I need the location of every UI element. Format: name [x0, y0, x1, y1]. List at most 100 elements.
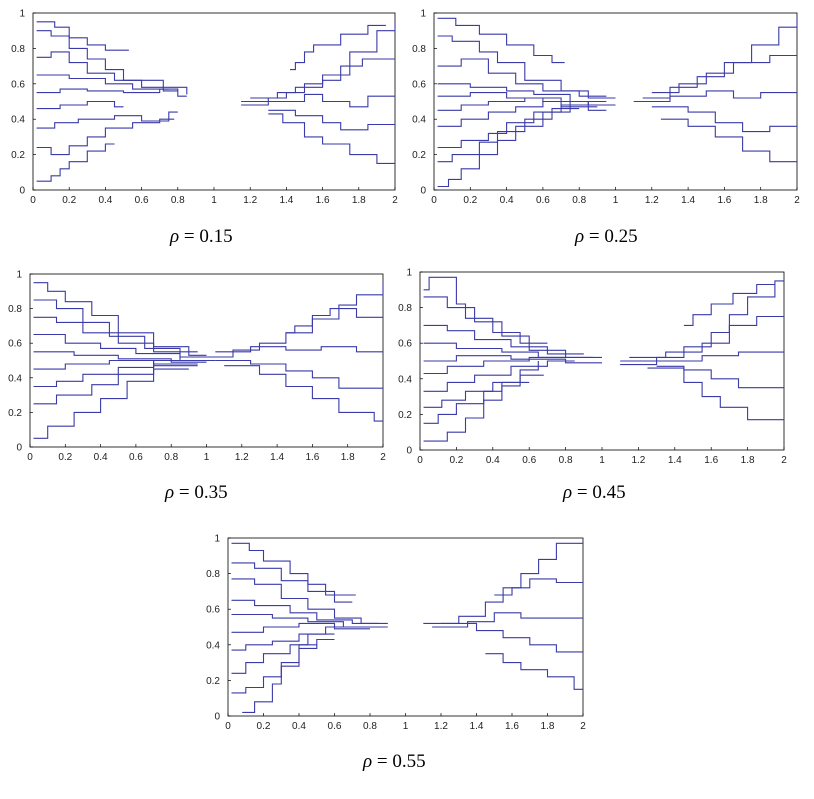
series-line: [423, 542, 583, 624]
x-tick-label: 0.4: [292, 721, 306, 732]
series-line: [231, 599, 379, 624]
chart-panel-rho-025: 0 0.2 0.4 0.6 0.8 1 1.2 1.4 1.6 1.8 2 0 0.2 0.4 0.6 0.8…: [407, 0, 814, 260]
series-line: [36, 100, 124, 110]
y-tick-label: 0.2: [8, 408, 22, 419]
y-tick-label: 0.6: [8, 339, 22, 350]
series-line: [494, 578, 583, 596]
series-line: [437, 97, 598, 111]
y-tick-label: 0.2: [206, 676, 220, 687]
series-line: [423, 324, 584, 355]
x-tick-label: 1.2: [243, 195, 257, 206]
x-tick-label: 1.6: [316, 195, 330, 206]
chart-svg: 0 0.2 0.4 0.6 0.8 1 1.2 1.4 1.6 1.8 2 0 0.2 0.4 0.6 0.8…: [8, 270, 386, 464]
y-tick-label: 0.6: [206, 605, 220, 616]
series-line: [660, 118, 797, 163]
x-tick-label: 1.8: [541, 721, 555, 732]
panel-caption: ρ = 0.35: [165, 482, 228, 504]
chart-panel-rho-035: 0 0.2 0.4 0.6 0.8 1 1.2 1.4 1.6 1.8 2 0 0.2 0.4 0.6 0.8…: [0, 262, 407, 524]
caption-symbol: ρ: [170, 226, 180, 247]
series-line: [33, 316, 198, 353]
series-line: [231, 626, 362, 651]
y-tick-label: 0.6: [398, 339, 412, 350]
y-tick-label: 0: [16, 443, 22, 454]
x-tick-label: 0.2: [463, 195, 477, 206]
y-tick-label: 1: [420, 9, 426, 20]
series-line: [656, 365, 784, 389]
x-tick-label: 0.2: [257, 721, 271, 732]
x-tick-label: 0.8: [164, 452, 178, 463]
caption-value: = 0.45: [576, 482, 626, 503]
x-tick-label: 0: [30, 195, 36, 206]
series-line: [231, 633, 335, 674]
series-line: [290, 24, 386, 71]
x-tick-label: 1.2: [434, 721, 448, 732]
series-line: [423, 355, 602, 364]
x-tick-label: 1.4: [270, 452, 284, 463]
series-line: [33, 282, 207, 356]
series-line: [33, 363, 198, 405]
x-tick-label: 1.6: [505, 721, 519, 732]
x-tick-label: 1.8: [741, 455, 755, 466]
series-line: [231, 562, 353, 603]
x-tick-label: 0.4: [486, 455, 500, 466]
x-tick-label: 0.8: [572, 195, 586, 206]
series-line: [33, 299, 216, 358]
caption-value: = 0.25: [588, 226, 638, 247]
series-line: [36, 111, 178, 129]
chart-panel-rho-045: 0 0.2 0.4 0.6 0.8 1 1.2 1.4 1.6 1.8 2 0 0.2 0.4 0.6 0.8…: [395, 262, 814, 524]
y-tick-label: 0.4: [412, 115, 426, 126]
series-line: [36, 51, 188, 95]
series-line: [36, 118, 175, 156]
y-tick-label: 0.8: [8, 304, 22, 315]
panel-caption: ρ = 0.15: [170, 226, 233, 248]
x-tick-label: 0.2: [449, 455, 463, 466]
y-tick-label: 1: [214, 534, 220, 545]
series-line: [432, 612, 583, 628]
y-tick-label: 0.4: [11, 115, 25, 126]
series-line: [231, 622, 370, 633]
x-tick-label: 0.2: [58, 452, 72, 463]
series-line: [437, 108, 580, 163]
chart-svg: 0 0.2 0.4 0.6 0.8 1 1.2 1.4 1.6 1.8 2 0 0.2 0.4 0.6 0.8…: [398, 268, 787, 467]
series-line: [36, 143, 115, 182]
x-tick-label: 0.6: [135, 195, 149, 206]
series-line: [620, 351, 784, 366]
y-tick-label: 0.6: [412, 79, 426, 90]
y-tick-label: 1: [19, 9, 25, 20]
x-tick-label: 0: [431, 195, 437, 206]
series-line: [437, 101, 571, 188]
series-line: [33, 368, 189, 439]
series-line: [268, 113, 395, 164]
x-tick-label: 1.8: [341, 452, 355, 463]
series-line: [268, 109, 395, 131]
y-tick-label: 0: [406, 446, 412, 457]
series-line: [242, 644, 317, 713]
series-line: [36, 30, 178, 92]
x-tick-label: 1.4: [279, 195, 293, 206]
x-tick-label: 1.4: [668, 455, 682, 466]
series-line: [633, 90, 797, 103]
x-tick-label: 1.8: [352, 195, 366, 206]
y-tick-label: 0.8: [412, 44, 426, 55]
plot-frame: [419, 271, 785, 451]
x-tick-label: 2: [781, 455, 787, 466]
y-tick-label: 0.4: [398, 374, 412, 385]
x-tick-label: 0.6: [536, 195, 550, 206]
y-tick-label: 1: [406, 268, 412, 279]
x-tick-label: 1: [211, 195, 217, 206]
y-tick-label: 0.2: [412, 150, 426, 161]
series-line: [485, 653, 583, 690]
x-tick-label: 1.2: [235, 452, 249, 463]
series-line: [231, 542, 356, 596]
y-tick-label: 0.4: [206, 640, 220, 651]
chart-panel-rho-055: 0 0.2 0.4 0.6 0.8 1 1.2 1.4 1.6 1.8 2 0 0.2 0.4 0.6 0.8…: [195, 528, 615, 799]
series-line: [33, 333, 216, 362]
series-line: [215, 346, 383, 353]
series-line: [437, 83, 607, 103]
series-line: [36, 88, 169, 94]
x-tick-label: 0.6: [129, 452, 143, 463]
x-tick-label: 1.4: [681, 195, 695, 206]
y-tick-label: 0.8: [206, 569, 220, 580]
series-line: [231, 578, 388, 624]
caption-symbol: ρ: [165, 482, 175, 503]
